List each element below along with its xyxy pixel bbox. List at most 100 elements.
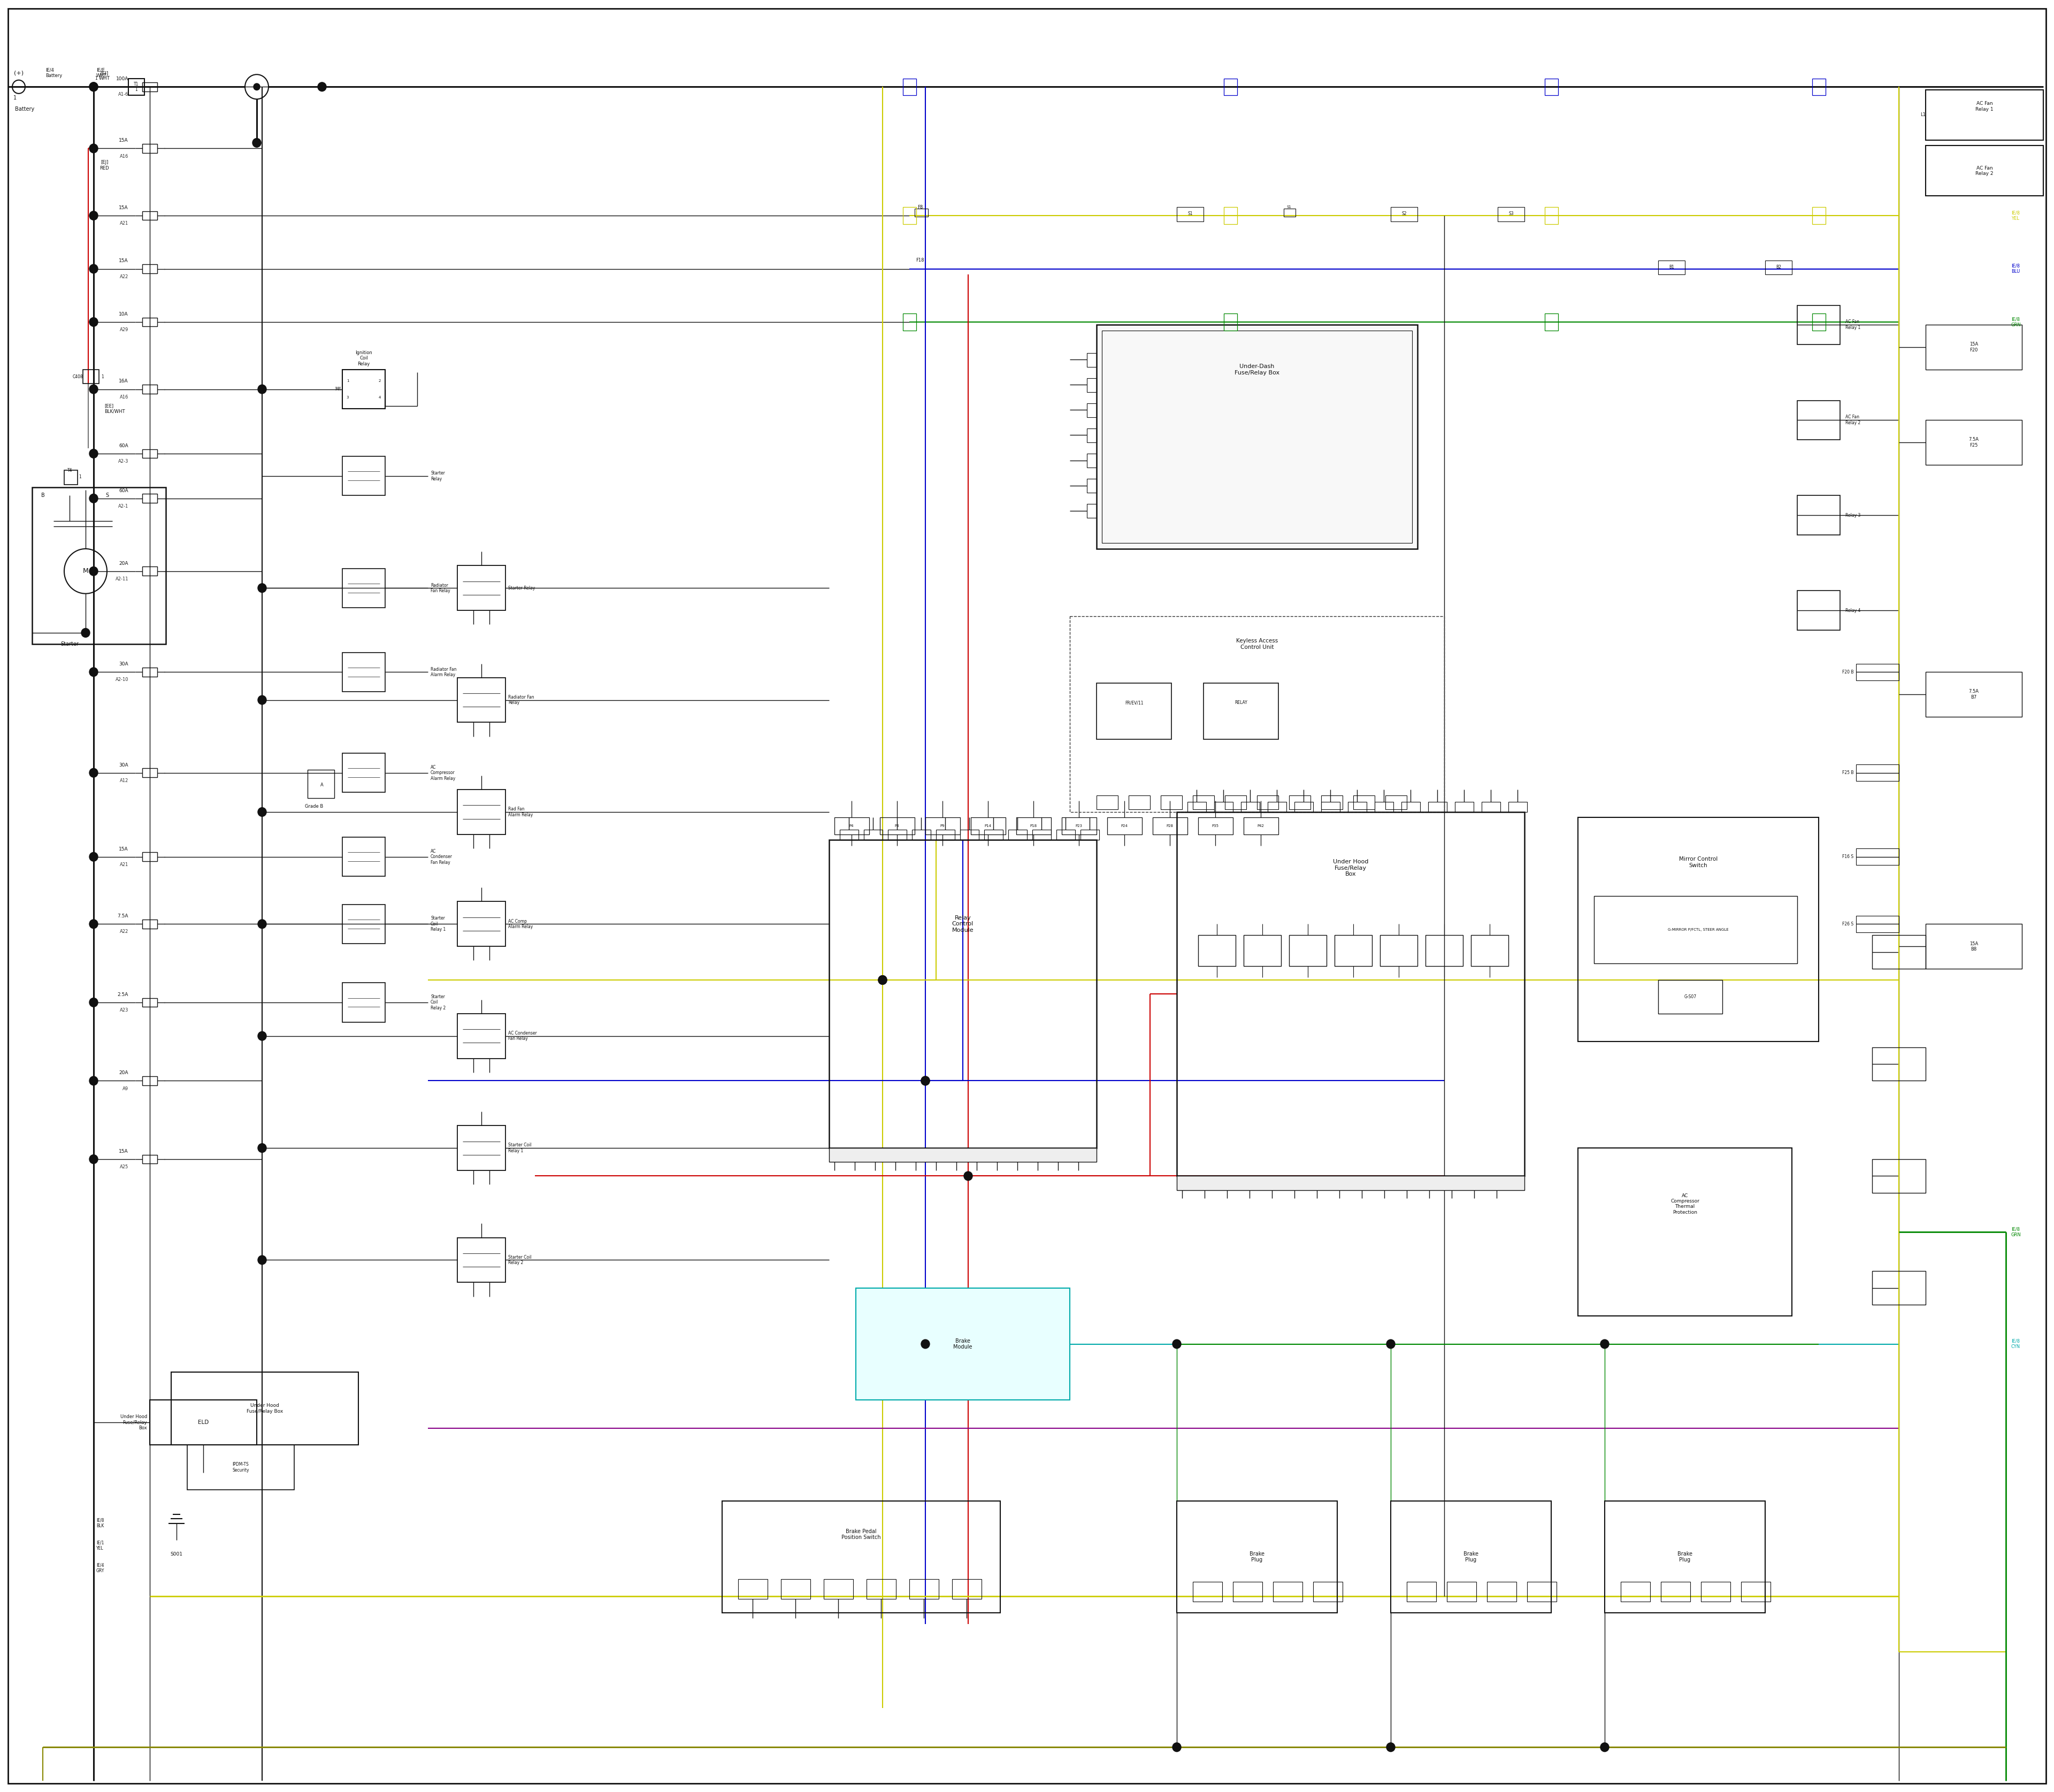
Text: A: A: [320, 783, 325, 787]
Text: B1: B1: [1670, 265, 1674, 269]
Text: IE/8
GRN: IE/8 GRN: [2011, 317, 2021, 328]
Bar: [953, 1579, 982, 1598]
Bar: [1087, 478, 1097, 493]
Text: A16: A16: [119, 394, 127, 400]
Bar: [737, 1579, 768, 1598]
Bar: [1257, 796, 1278, 810]
Text: 2: 2: [378, 380, 380, 382]
Bar: [142, 317, 156, 326]
Bar: [904, 208, 916, 224]
Text: IE/4
Battery: IE/4 Battery: [45, 68, 62, 79]
Text: T4: T4: [68, 468, 72, 473]
Bar: [857, 1288, 1070, 1400]
Text: AC Fan
Relay 2: AC Fan Relay 2: [1976, 165, 1994, 176]
Bar: [1224, 314, 1237, 330]
Bar: [127, 79, 144, 95]
Text: FR/EV/11: FR/EV/11: [1126, 701, 1144, 706]
Bar: [1290, 935, 1327, 966]
Bar: [879, 817, 914, 835]
Text: A1-6: A1-6: [117, 91, 127, 97]
Text: S3: S3: [1508, 211, 1514, 217]
Bar: [142, 143, 156, 152]
Bar: [1857, 765, 1898, 781]
Text: 2.5A: 2.5A: [117, 993, 127, 996]
Circle shape: [1600, 1742, 1608, 1753]
Bar: [937, 830, 955, 840]
Text: 15A: 15A: [119, 138, 127, 143]
Bar: [865, 830, 883, 840]
Text: 15A: 15A: [119, 258, 127, 263]
Bar: [170, 1373, 357, 1444]
Bar: [1545, 208, 1559, 224]
Bar: [1087, 453, 1097, 468]
Text: Brake
Plug: Brake Plug: [1462, 1552, 1479, 1563]
Text: IE/8
CYN: IE/8 CYN: [2011, 1339, 2021, 1349]
Bar: [1425, 935, 1462, 966]
Text: Brake
Plug: Brake Plug: [1678, 1552, 1692, 1563]
Text: AC
Compressor
Thermal
Protection: AC Compressor Thermal Protection: [1670, 1193, 1699, 1215]
Bar: [1177, 1176, 1524, 1190]
Bar: [1087, 353, 1097, 367]
Text: 10A: 10A: [119, 312, 127, 317]
Bar: [1812, 79, 1826, 95]
Text: A29: A29: [119, 328, 127, 332]
Text: Relay 3: Relay 3: [1844, 513, 1861, 518]
Text: Starter Relay: Starter Relay: [507, 586, 536, 590]
Text: 3: 3: [347, 396, 349, 400]
Text: F25 B: F25 B: [1842, 771, 1853, 776]
Bar: [343, 905, 386, 944]
Text: [EE]
BLK/WHT: [EE] BLK/WHT: [105, 403, 125, 414]
Text: AC Fan
Relay 1: AC Fan Relay 1: [1844, 319, 1861, 330]
Text: 1: 1: [78, 475, 82, 480]
Bar: [1481, 803, 1499, 812]
Bar: [984, 830, 1002, 840]
Circle shape: [259, 808, 267, 817]
Bar: [343, 982, 386, 1021]
Circle shape: [879, 975, 887, 984]
Text: 15A
B8: 15A B8: [1970, 941, 1978, 952]
Text: F18: F18: [916, 258, 924, 263]
Bar: [1177, 208, 1204, 220]
Bar: [1797, 305, 1840, 344]
Circle shape: [1386, 1742, 1395, 1753]
Circle shape: [259, 584, 267, 593]
Circle shape: [88, 385, 99, 394]
Bar: [1497, 208, 1524, 220]
Bar: [343, 753, 386, 792]
Bar: [142, 998, 156, 1007]
Text: AC Comp
Alarm Relay: AC Comp Alarm Relay: [507, 919, 532, 930]
Bar: [458, 1014, 505, 1059]
Text: A21: A21: [119, 220, 127, 226]
Bar: [1224, 208, 1237, 224]
Bar: [343, 369, 386, 409]
Text: F8: F8: [918, 204, 922, 210]
Bar: [1224, 796, 1247, 810]
Circle shape: [1386, 1340, 1395, 1348]
Circle shape: [88, 263, 99, 272]
Text: B2: B2: [1777, 265, 1781, 269]
Text: AC
Condenser
Fan Relay: AC Condenser Fan Relay: [431, 849, 452, 866]
Bar: [1267, 803, 1286, 812]
Bar: [142, 385, 156, 394]
Text: P9: P9: [941, 824, 945, 828]
Text: [EJ]
RED: [EJ] RED: [99, 159, 109, 170]
Bar: [142, 1077, 156, 1086]
Text: Starter Coil
Relay 2: Starter Coil Relay 2: [507, 1254, 532, 1265]
Bar: [1508, 803, 1526, 812]
Bar: [343, 568, 386, 607]
Bar: [1232, 1582, 1263, 1602]
Bar: [1294, 803, 1313, 812]
Bar: [308, 771, 335, 797]
Bar: [972, 817, 1006, 835]
Bar: [1128, 796, 1150, 810]
Text: P42: P42: [1257, 824, 1263, 828]
Bar: [458, 1125, 505, 1170]
Circle shape: [88, 317, 99, 326]
Circle shape: [920, 1340, 930, 1348]
Bar: [458, 1238, 505, 1283]
Circle shape: [259, 385, 267, 394]
Text: 60A: 60A: [119, 443, 127, 448]
Text: C408: C408: [72, 375, 82, 380]
Bar: [142, 769, 156, 778]
Bar: [142, 82, 156, 91]
